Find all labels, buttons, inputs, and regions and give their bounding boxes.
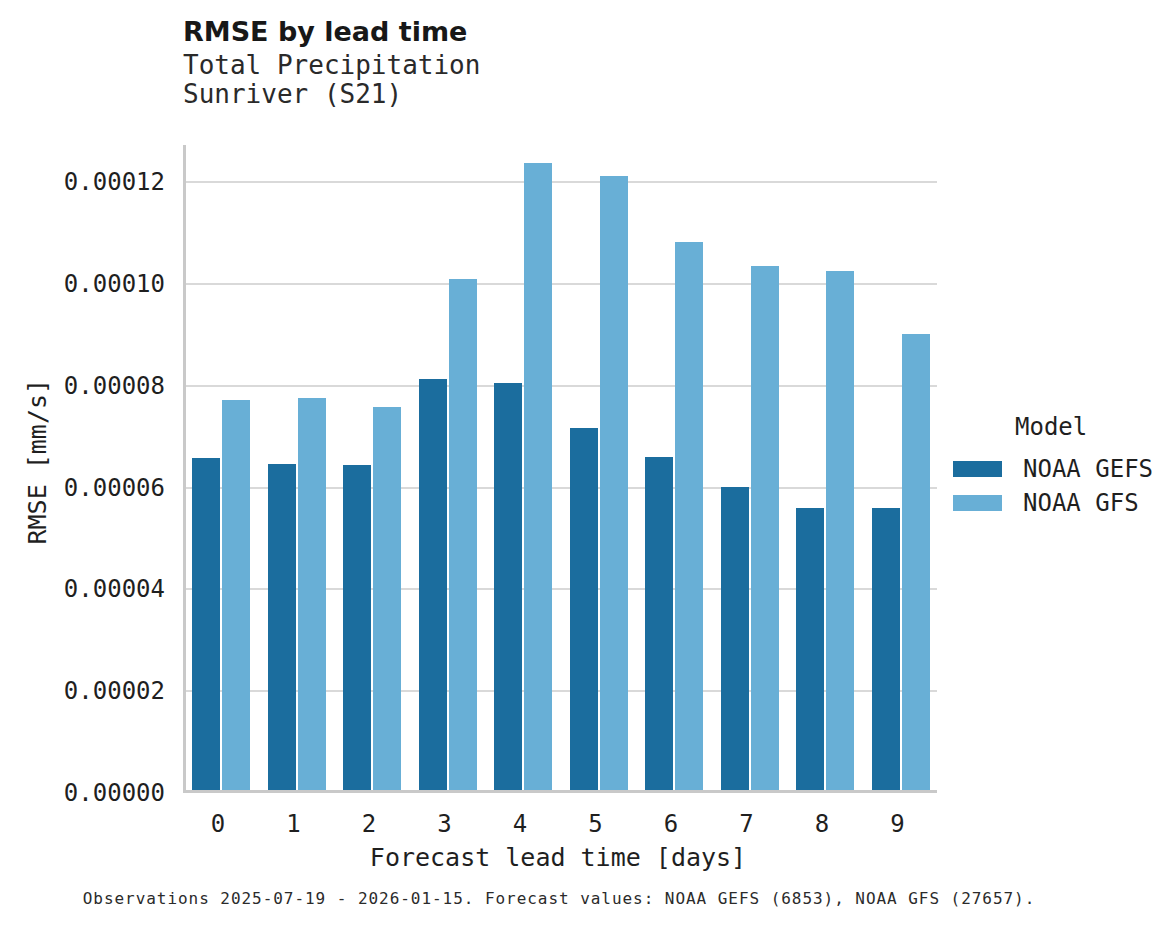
bar-noaa-gefs-lead-0 — [192, 458, 220, 790]
legend-swatch-noaa-gefs — [953, 461, 1002, 477]
bar-noaa-gfs-lead-1 — [298, 398, 326, 790]
y-tick-label: 0.00004 — [15, 575, 165, 603]
x-tick-label: 7 — [717, 810, 777, 838]
bar-noaa-gfs-lead-8 — [826, 271, 854, 790]
x-tick-label: 6 — [641, 810, 701, 838]
bar-noaa-gefs-lead-7 — [721, 487, 749, 790]
legend-swatch-noaa-gfs — [953, 495, 1002, 511]
legend-item-noaa-gefs: NOAA GEFS — [953, 461, 1153, 477]
legend-item-noaa-gfs: NOAA GFS — [953, 495, 1153, 511]
x-tick-label: 0 — [188, 810, 248, 838]
plot-area — [183, 145, 937, 793]
subtitle-line-2: Sunriver (S21) — [183, 80, 480, 109]
bar-noaa-gfs-lead-6 — [675, 242, 703, 790]
x-tick-label: 1 — [264, 810, 324, 838]
bar-noaa-gfs-lead-9 — [902, 334, 930, 790]
x-tick-label: 8 — [792, 810, 852, 838]
x-axis-label: Forecast lead time [days] — [370, 843, 746, 872]
subtitle-line-1: Total Precipitation — [183, 51, 480, 80]
gridline — [186, 283, 937, 285]
bar-noaa-gfs-lead-0 — [222, 400, 250, 790]
bar-noaa-gefs-lead-8 — [796, 508, 824, 790]
bar-noaa-gfs-lead-5 — [600, 176, 628, 790]
bar-noaa-gefs-lead-6 — [645, 457, 673, 790]
y-tick-label: 0.00002 — [15, 677, 165, 705]
x-tick-label: 4 — [490, 810, 550, 838]
bar-noaa-gefs-lead-5 — [570, 428, 598, 790]
y-tick-label: 0.00000 — [15, 779, 165, 807]
bar-noaa-gfs-lead-2 — [373, 407, 401, 790]
bar-noaa-gefs-lead-4 — [494, 383, 522, 790]
bar-noaa-gfs-lead-7 — [751, 266, 779, 790]
gridline — [186, 181, 937, 183]
x-tick-label: 5 — [566, 810, 626, 838]
caption-text: Observations 2025-07-19 - 2026-01-15. Fo… — [83, 889, 1035, 908]
bar-noaa-gefs-lead-9 — [872, 508, 900, 790]
bar-noaa-gefs-lead-3 — [419, 379, 447, 790]
x-tick-label: 2 — [339, 810, 399, 838]
bar-noaa-gefs-lead-1 — [268, 464, 296, 790]
bar-noaa-gefs-lead-2 — [343, 465, 371, 790]
legend-label-noaa-gefs: NOAA GEFS — [1023, 461, 1153, 477]
legend-title: Model — [1015, 413, 1153, 443]
y-tick-label: 0.00006 — [15, 474, 165, 502]
chart-figure: RMSE by lead time Total Precipitation Su… — [0, 0, 1175, 928]
chart-subtitle: Total Precipitation Sunriver (S21) — [183, 51, 480, 109]
gridline — [186, 385, 937, 387]
bar-noaa-gfs-lead-3 — [449, 279, 477, 790]
y-axis-label: RMSE [mm/s] — [23, 380, 53, 545]
y-tick-label: 0.00012 — [15, 168, 165, 196]
legend: Model NOAA GEFS NOAA GFS — [953, 413, 1153, 511]
chart-title: RMSE by lead time — [183, 16, 467, 47]
x-tick-label: 9 — [868, 810, 928, 838]
legend-label-noaa-gfs: NOAA GFS — [1023, 495, 1139, 511]
bar-noaa-gfs-lead-4 — [524, 163, 552, 790]
y-tick-label: 0.00008 — [15, 372, 165, 400]
x-tick-label: 3 — [415, 810, 475, 838]
y-tick-label: 0.00010 — [15, 270, 165, 298]
